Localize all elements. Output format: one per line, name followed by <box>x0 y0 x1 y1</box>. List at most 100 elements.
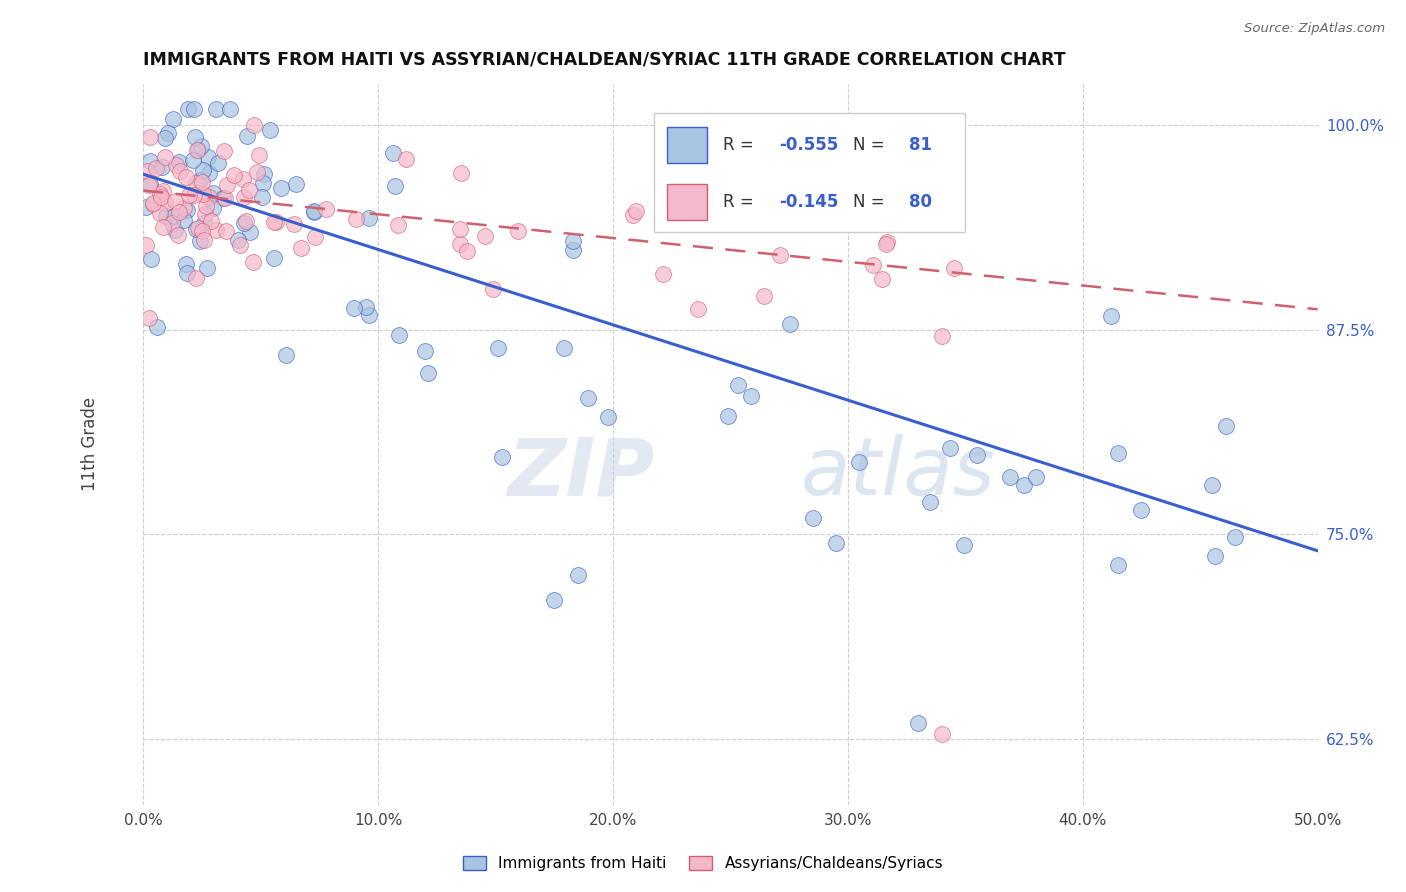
Point <box>920 494 942 508</box>
Point <box>139 153 162 168</box>
Point <box>139 177 162 191</box>
Point <box>779 317 801 331</box>
Point <box>138 311 160 326</box>
Point <box>235 214 257 228</box>
Point <box>474 229 496 244</box>
Point <box>215 224 238 238</box>
Point <box>217 178 239 192</box>
Point <box>184 222 207 236</box>
Point <box>1025 470 1047 484</box>
Point <box>138 178 160 193</box>
Point <box>1099 309 1122 323</box>
Point <box>183 102 205 116</box>
Point <box>253 167 276 181</box>
Point <box>176 202 198 217</box>
Point <box>388 327 411 342</box>
Point <box>233 216 256 230</box>
Point <box>167 154 190 169</box>
Point <box>169 164 191 178</box>
Point <box>543 593 565 607</box>
Point <box>186 143 208 157</box>
Point <box>153 196 176 211</box>
Text: Source: ZipAtlas.com: Source: ZipAtlas.com <box>1244 22 1385 36</box>
Point <box>727 377 749 392</box>
Point <box>195 199 218 213</box>
Point <box>943 260 966 275</box>
Point <box>205 102 228 116</box>
Point <box>152 184 174 198</box>
Point <box>191 186 214 201</box>
Point <box>449 237 471 252</box>
Legend: Immigrants from Haiti, Assyrians/Chaldeans/Syriacs: Immigrants from Haiti, Assyrians/Chaldea… <box>457 850 949 877</box>
Point <box>354 300 377 314</box>
Point <box>304 205 326 219</box>
Point <box>285 177 308 191</box>
Point <box>194 206 217 220</box>
Point <box>200 214 222 228</box>
Point <box>359 211 381 226</box>
Point <box>205 223 228 237</box>
Point <box>163 209 186 223</box>
Point <box>190 138 212 153</box>
Point <box>197 166 219 180</box>
Point <box>252 176 274 190</box>
Point <box>449 221 471 235</box>
Point <box>263 215 285 229</box>
Point <box>242 255 264 269</box>
Point <box>145 320 167 334</box>
Point <box>242 118 264 132</box>
Point <box>149 187 172 202</box>
Point <box>191 162 214 177</box>
Point <box>179 187 201 202</box>
Point <box>304 230 326 244</box>
Point <box>153 151 176 165</box>
Point <box>222 168 245 182</box>
Point <box>754 289 776 303</box>
Point <box>229 238 252 252</box>
Point <box>717 409 740 424</box>
Point <box>870 272 893 286</box>
Point <box>155 209 177 223</box>
Point <box>769 248 792 262</box>
Point <box>145 161 167 175</box>
Point <box>156 126 179 140</box>
Point <box>190 224 212 238</box>
Point <box>561 243 583 257</box>
Point <box>247 147 270 161</box>
Point <box>1215 419 1237 434</box>
Point <box>263 251 285 265</box>
Point <box>825 535 848 549</box>
Point <box>236 128 259 143</box>
Point <box>553 342 575 356</box>
Point <box>193 216 215 230</box>
Point <box>239 225 262 239</box>
Point <box>1107 558 1129 572</box>
Point <box>176 266 198 280</box>
Point <box>876 235 898 249</box>
Point <box>226 233 249 247</box>
Point <box>907 715 929 730</box>
Point <box>486 341 509 355</box>
Point <box>184 129 207 144</box>
Point <box>167 204 190 219</box>
Point <box>259 123 281 137</box>
Point <box>149 206 172 220</box>
Point <box>174 170 197 185</box>
Point <box>395 152 418 166</box>
Point <box>456 244 478 259</box>
Text: ZIP: ZIP <box>506 434 654 512</box>
Point <box>201 201 224 215</box>
Point <box>195 260 218 275</box>
Point <box>862 258 884 272</box>
Point <box>177 102 200 116</box>
Point <box>567 568 589 582</box>
Point <box>174 257 197 271</box>
Point <box>135 200 157 214</box>
Point <box>188 234 211 248</box>
Point <box>188 172 211 186</box>
Point <box>382 145 405 160</box>
Point <box>149 190 172 204</box>
Point <box>561 235 583 249</box>
Point <box>165 223 187 237</box>
Point <box>139 252 162 266</box>
